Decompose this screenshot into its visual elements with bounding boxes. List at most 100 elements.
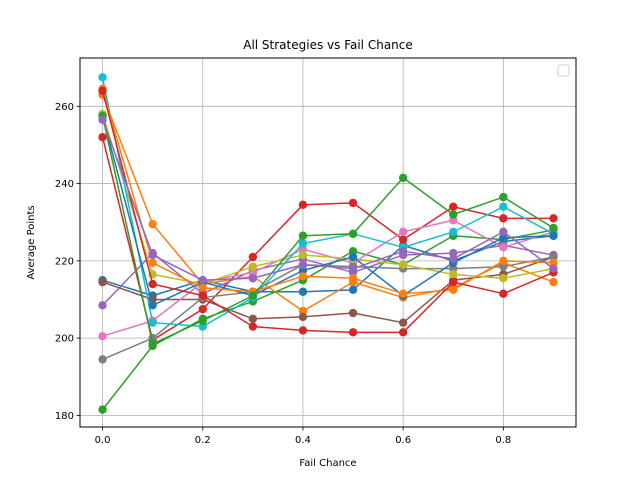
data-point (398, 260, 408, 269)
data-point (499, 243, 508, 252)
series-12 (98, 84, 558, 298)
data-point (198, 316, 207, 325)
data-point (348, 252, 358, 262)
data-point (449, 264, 458, 273)
legend[interactable] (557, 64, 570, 77)
data-point (348, 198, 358, 208)
data-point (348, 264, 358, 273)
data-point (398, 328, 408, 337)
data-point (348, 308, 358, 318)
series-line (101, 88, 554, 295)
data-point (198, 322, 207, 331)
data-point (398, 235, 408, 244)
data-point (248, 274, 258, 283)
data-point (98, 73, 107, 82)
data-point (198, 291, 207, 300)
series-15 (98, 115, 558, 285)
data-point (449, 202, 458, 211)
data-point (98, 355, 107, 364)
data-point (499, 256, 508, 266)
data-point (148, 301, 157, 310)
data-point (248, 314, 258, 324)
data-point (398, 289, 408, 298)
data-point (499, 289, 508, 298)
data-point (499, 202, 508, 211)
data-point (248, 252, 258, 262)
y-tick-label: 260 (55, 102, 74, 113)
y-tick-label: 240 (55, 179, 74, 190)
data-point (298, 260, 308, 269)
series-line (101, 113, 554, 285)
x-tick-label: 0.0 (95, 435, 111, 446)
series-14 (98, 86, 558, 337)
series-line (101, 90, 554, 334)
data-point (348, 285, 358, 295)
data-point (298, 239, 308, 248)
data-point (549, 252, 558, 262)
data-point (248, 291, 258, 300)
data-point (148, 318, 157, 327)
data-point (98, 133, 107, 142)
data-point (298, 272, 308, 281)
data-point (549, 264, 558, 273)
data-point (298, 200, 308, 210)
data-point (198, 304, 207, 314)
x-axis-label: Fail Chance (299, 458, 356, 469)
data-point (499, 227, 508, 237)
data-point (298, 287, 308, 296)
data-point (348, 274, 358, 283)
data-point (198, 275, 207, 285)
data-point (148, 250, 157, 260)
data-point (98, 115, 107, 125)
chart-title: All Strategies vs Fail Chance (243, 38, 413, 52)
data-point (148, 258, 157, 267)
y-tick-label: 220 (55, 256, 74, 267)
data-point (449, 254, 458, 264)
series-line (101, 115, 554, 307)
data-point (298, 312, 308, 322)
data-point (98, 405, 107, 414)
data-point (449, 216, 458, 225)
data-point (298, 245, 308, 254)
series-layer (98, 73, 558, 414)
data-point (98, 331, 107, 341)
data-point (499, 233, 508, 242)
series-13 (98, 111, 558, 349)
series-line (101, 77, 554, 328)
data-point (98, 86, 107, 96)
data-point (298, 306, 308, 316)
plot-frame (79, 57, 577, 428)
data-point (298, 250, 308, 260)
data-point (449, 270, 458, 279)
data-point (549, 277, 558, 287)
data-point (148, 279, 157, 289)
data-point (98, 301, 107, 310)
series-line (101, 119, 554, 281)
data-point (348, 229, 358, 239)
y-tick-label: 180 (55, 411, 74, 422)
series-line (102, 219, 554, 337)
data-point (398, 246, 408, 256)
data-point (499, 192, 508, 202)
data-point (148, 219, 157, 229)
data-point (499, 274, 508, 283)
data-point (248, 322, 258, 331)
y-axis-label: Average Points (26, 205, 37, 279)
data-point (298, 231, 308, 240)
data-point (549, 214, 558, 223)
data-point (348, 328, 358, 337)
ticks: 0.0 0.2 0.4 0.6 0.8 180 200 220 240 260 (55, 102, 511, 446)
x-tick-label: 0.4 (295, 435, 311, 446)
data-point (549, 223, 558, 233)
data-point (248, 262, 258, 271)
data-point (398, 173, 408, 182)
series-line (101, 115, 554, 345)
y-tick-label: 200 (55, 334, 74, 345)
data-point (298, 326, 308, 335)
x-tick-label: 0.2 (195, 435, 211, 446)
data-point (348, 246, 358, 256)
data-point (148, 339, 157, 349)
x-tick-label: 0.6 (395, 435, 411, 446)
data-point (398, 227, 408, 237)
